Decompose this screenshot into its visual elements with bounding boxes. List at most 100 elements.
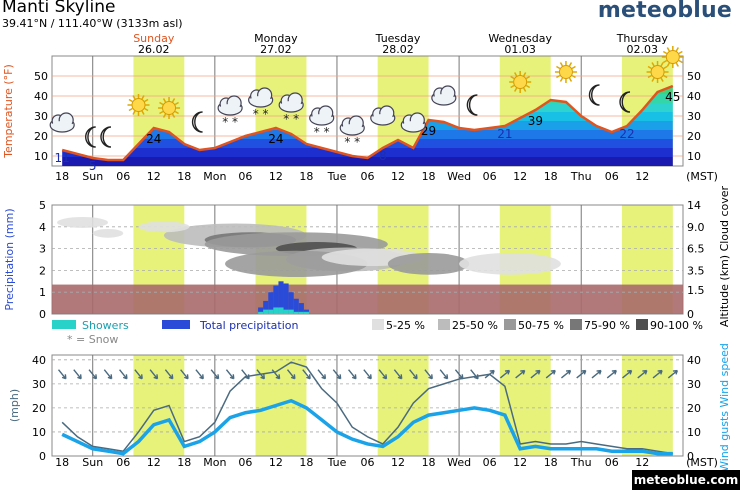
time-axis-label: 18 xyxy=(544,456,558,469)
time-axis-label: 06 xyxy=(605,170,619,183)
temp-ytick-left: 40 xyxy=(34,90,48,103)
precip-total-bar xyxy=(283,283,289,314)
snow-icon: * * xyxy=(314,125,330,139)
cloud-icon xyxy=(278,92,304,113)
cloud-legend-swatch xyxy=(504,319,516,330)
wind-arrow xyxy=(348,369,357,380)
wind-arrow xyxy=(256,369,266,380)
day-date: 27.02 xyxy=(260,43,292,56)
time-axis-label: 18 xyxy=(422,170,436,183)
precip-ytick: 3 xyxy=(39,243,46,256)
cloud-icon xyxy=(431,85,457,106)
precip-total-bar xyxy=(268,292,274,314)
cloud-legend-label: 5-25 % xyxy=(386,319,425,332)
time-axis-label: 12 xyxy=(635,170,649,183)
time-axis-label: 18 xyxy=(177,456,191,469)
time-axis-label: 12 xyxy=(513,170,527,183)
cloud-icon xyxy=(248,87,274,108)
wind-arrow xyxy=(286,369,296,380)
temp-label: 11 xyxy=(55,151,70,165)
time-axis-label: 18 xyxy=(422,456,436,469)
temp-ytick-right: 50 xyxy=(687,70,701,83)
cloud-legend-label: 25-50 % xyxy=(452,319,498,332)
snow-note: * = Snow xyxy=(67,333,118,346)
wind-arrow xyxy=(530,369,541,379)
sun-icon xyxy=(661,46,684,68)
temp-label: 45 xyxy=(665,90,680,104)
showers-bar xyxy=(288,309,294,314)
wind-arrow xyxy=(210,369,220,380)
temp-label: 5 xyxy=(89,159,97,173)
cloud-icon xyxy=(309,105,335,126)
precip-axis-label: Precipitation (mm) xyxy=(3,208,16,310)
sun-icon xyxy=(127,94,150,116)
wind-arrow xyxy=(149,369,159,380)
day-name: Tuesday xyxy=(375,32,421,45)
sun-icon xyxy=(158,97,181,119)
showers-bar xyxy=(273,307,279,314)
wind-arrow xyxy=(667,369,679,379)
wind-arrow xyxy=(57,369,67,380)
temp-ytick-right: 10 xyxy=(687,150,701,163)
altitude-tick: 1.5 xyxy=(687,284,705,297)
day-name: Monday xyxy=(254,32,298,45)
cloud-cover-blob xyxy=(138,221,190,233)
wind-ytick-right: 40 xyxy=(687,354,701,367)
time-axis-label: 06 xyxy=(116,456,130,469)
wind-arrow xyxy=(499,369,511,379)
time-axis-label: 18 xyxy=(299,456,313,469)
temperature-line xyxy=(61,84,674,162)
wind-arrow xyxy=(591,369,602,379)
altitude-tick: 0 xyxy=(687,308,694,321)
time-axis-label: Tue xyxy=(327,456,347,469)
cloud-legend-label: 90-100 % xyxy=(650,319,703,332)
wind-ytick-right: 30 xyxy=(687,378,701,391)
wind-arrow xyxy=(241,369,250,380)
altitude-fill xyxy=(52,284,683,314)
temp-ytick-left: 10 xyxy=(34,150,48,163)
wind-arrow xyxy=(606,369,617,379)
day-name: Sunday xyxy=(133,32,175,45)
wind-ytick-left: 40 xyxy=(32,354,46,367)
time-axis-label: 18 xyxy=(55,170,69,183)
cloud-icon xyxy=(217,95,243,116)
wind-arrow xyxy=(515,369,526,379)
day-date: 02.03 xyxy=(627,43,659,56)
time-axis-label: 06 xyxy=(116,170,130,183)
showers-bar xyxy=(263,309,269,314)
snow-icon: * * xyxy=(222,115,238,129)
cloud-legend-swatch xyxy=(636,319,648,330)
location-title: Manti Skyline xyxy=(2,0,116,17)
precip-ytick: 4 xyxy=(39,221,46,234)
precip-total-bar xyxy=(278,281,284,314)
showers-bar xyxy=(258,311,264,314)
precip-total-bar xyxy=(288,292,294,314)
brand-logo[interactable]: meteoblue xyxy=(597,0,732,23)
wind-arrow xyxy=(317,369,327,380)
showers-bar xyxy=(268,309,274,314)
wind-right-label: Wind gusts Wind speed xyxy=(718,343,731,472)
showers-bar xyxy=(278,307,284,314)
precip-total-bar xyxy=(293,298,299,314)
cloud-legend-swatch xyxy=(372,319,384,330)
time-axis-label: Thu xyxy=(570,456,592,469)
wind-ytick-right: 20 xyxy=(687,402,701,415)
cloud-icon xyxy=(49,112,75,133)
wind-ytick-right: 0 xyxy=(687,450,694,463)
showers-legend-swatch xyxy=(52,320,76,329)
wind-speed-line xyxy=(61,398,673,456)
wind-arrow xyxy=(73,369,82,380)
showers-legend-label: Showers xyxy=(82,319,129,332)
precip-ytick: 2 xyxy=(39,264,46,277)
moon-icon xyxy=(619,91,631,113)
time-axis-label: 18 xyxy=(55,456,69,469)
wind-ytick-left: 10 xyxy=(32,426,46,439)
footer-brand-link[interactable]: meteoblue.com xyxy=(632,470,740,490)
time-axis-label: 18 xyxy=(299,170,313,183)
time-axis-label: 06 xyxy=(483,170,497,183)
snow-icon: * * xyxy=(253,107,269,121)
day-date: 26.02 xyxy=(138,43,170,56)
showers-bar xyxy=(303,311,309,314)
precip-total-bar xyxy=(258,307,264,314)
